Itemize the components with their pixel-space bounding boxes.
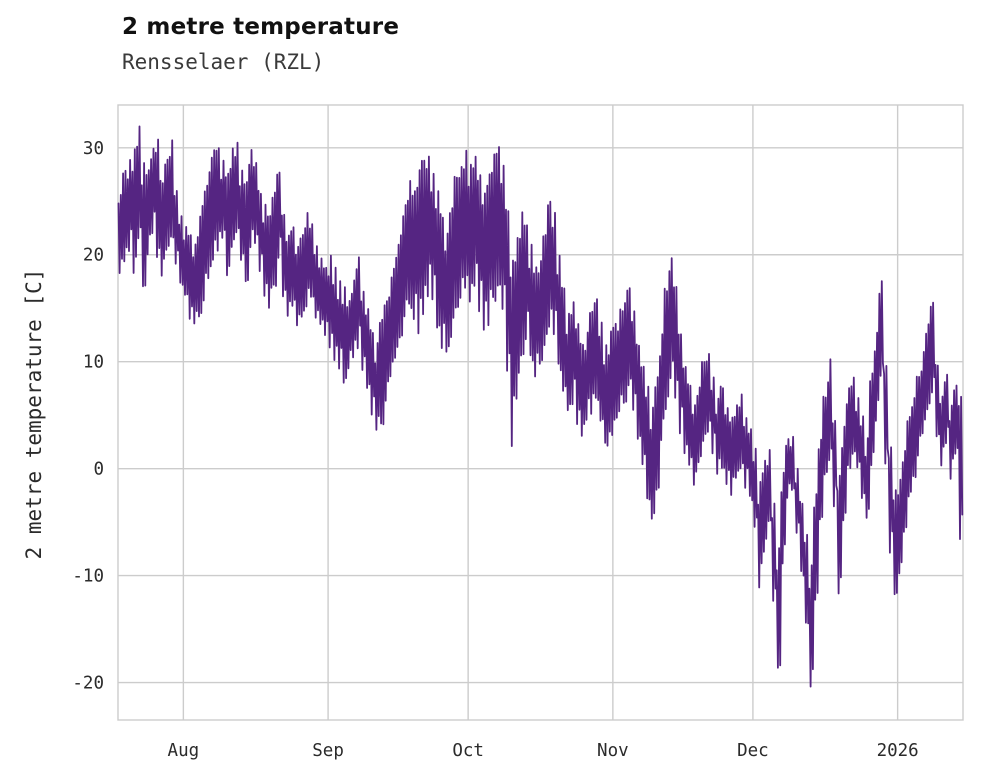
chart-subtitle: Rensselaer (RZL) [122,50,325,74]
x-tick-label: 2026 [877,741,919,761]
y-tick-label: -10 [72,567,104,587]
x-tick-label: Aug [168,741,200,761]
x-tick-label: Sep [312,741,344,761]
temperature-line [117,125,964,688]
y-tick-label: -20 [72,674,104,694]
y-tick-label: 0 [93,460,104,480]
chart-title: 2 metre temperature [122,14,400,40]
y-tick-label: 10 [83,353,104,373]
x-tick-label: Nov [597,741,629,761]
x-tick-label: Oct [452,741,484,761]
y-axis-label: 2 metre temperature [C] [22,268,46,560]
y-tick-label: 30 [83,139,104,159]
x-tick-label: Dec [737,741,769,761]
y-tick-label: 20 [83,246,104,266]
plot-frame [117,104,964,721]
